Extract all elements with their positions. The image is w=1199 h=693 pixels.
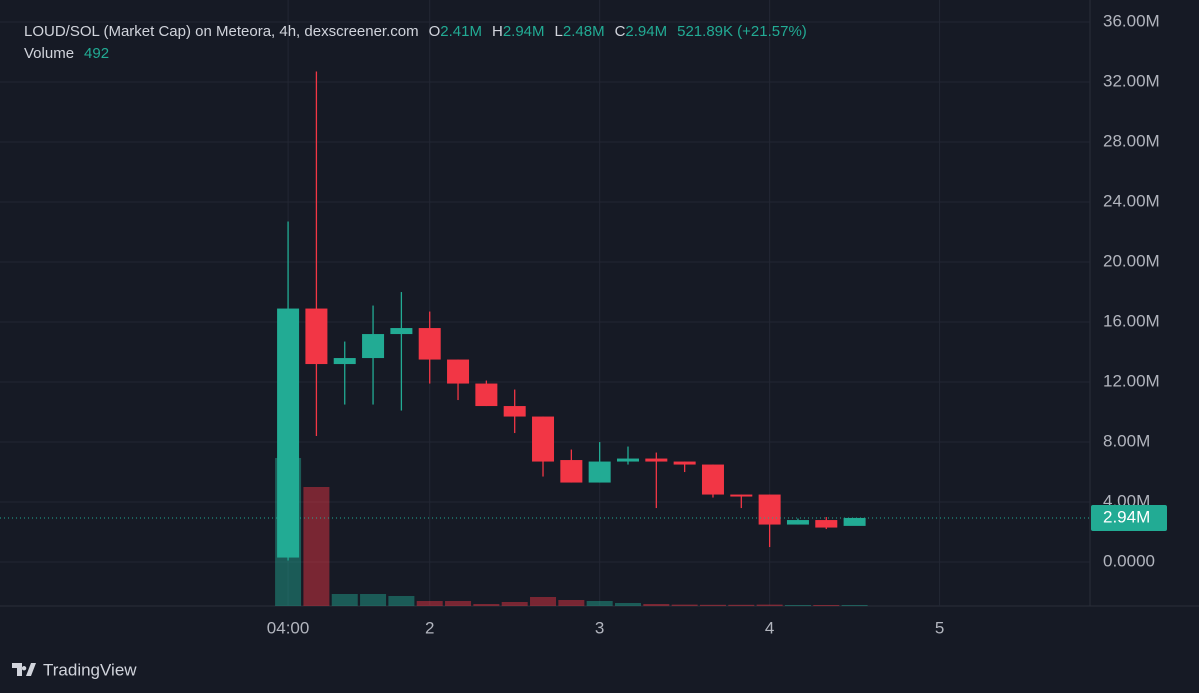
legend-value: 2.94M [503,23,545,40]
candle-body [447,359,470,384]
x-tick-label: 04:00 [267,618,310,637]
candle-body [532,416,555,462]
candle-body [645,458,668,462]
volume-bar [360,594,387,606]
volume-bar [388,596,415,606]
candle-body [815,520,838,528]
candle-body [560,460,583,483]
candle-body [588,461,611,483]
volume-bar [530,597,557,606]
y-tick-label: 32.00M [1103,72,1160,91]
candle-body [277,308,300,558]
y-tick-label: 0.0000 [1103,552,1155,571]
volume-bar [331,594,358,606]
volume-bar [728,604,755,606]
label-layer: 0.00004.00M8.00M12.00M16.00M20.00M24.00M… [0,12,1167,637]
candle-body [673,461,696,465]
brand-name: TradingView [43,660,137,679]
volume-bar [303,487,330,606]
x-tick-label: 4 [765,618,774,637]
legend-change: 521.89K (+21.57%) [677,23,807,40]
y-tick-label: 16.00M [1103,312,1160,331]
y-tick-label: 24.00M [1103,192,1160,211]
brand-logo [12,663,36,676]
volume-bar [558,600,585,606]
legend-value: 2.94M [625,23,667,40]
candle-layer [277,71,866,561]
volume-bar [643,604,670,606]
y-tick-label: 12.00M [1103,372,1160,391]
candle-body [475,383,498,407]
volume-bar [501,602,528,606]
legend-key: H [492,23,503,40]
candle-body [758,494,781,525]
volume-bar [473,604,500,606]
legend-key: Volume [24,45,74,62]
volume-bar [756,604,783,606]
title: LOUD/SOL (Market Cap) on Meteora, 4h, de… [24,23,419,40]
volume-bar [614,603,641,606]
legend-key: O [429,23,441,40]
x-tick-label: 5 [935,618,944,637]
grid [0,0,1090,606]
volume-bar [813,605,840,606]
y-tick-label: 20.00M [1103,252,1160,271]
candle-body [333,358,356,365]
legend-value: 2.41M [440,23,482,40]
candle-body [503,406,526,417]
legend-value: 492 [84,45,109,62]
x-tick-label: 3 [595,618,604,637]
legend-value: 2.48M [563,23,605,40]
volume-bar [416,601,443,606]
candle-body [362,334,385,359]
candle-body [616,458,639,462]
last-price-box [1091,504,1167,531]
candle-body [730,494,753,497]
volume-bar [671,604,698,606]
volume-bar [841,605,868,606]
brand: TradingView [12,660,137,679]
candle-body [390,328,413,335]
candle-body [305,308,328,365]
volume-bar [445,601,472,606]
y-tick-label: 8.00M [1103,432,1150,451]
x-tick-label: 2 [425,618,434,637]
legend-key: L [555,23,563,40]
volume-bar [586,601,613,606]
candle-body [843,517,866,526]
legend: LOUD/SOL (Market Cap) on Meteora, 4h, de… [24,23,807,62]
legend-key: C [615,23,626,40]
last-price-label: 2.94M [1103,507,1150,526]
volume-bar [699,604,726,606]
candle-body [786,520,809,525]
volume-bar [784,605,811,606]
y-tick-label: 36.00M [1103,12,1160,31]
legend-volume: Volume 492 [24,45,109,62]
candle-body [701,464,724,495]
candle-body [418,328,441,360]
y-tick-label: 28.00M [1103,132,1160,151]
legend-title: LOUD/SOL (Market Cap) on Meteora, 4h, de… [24,23,807,40]
